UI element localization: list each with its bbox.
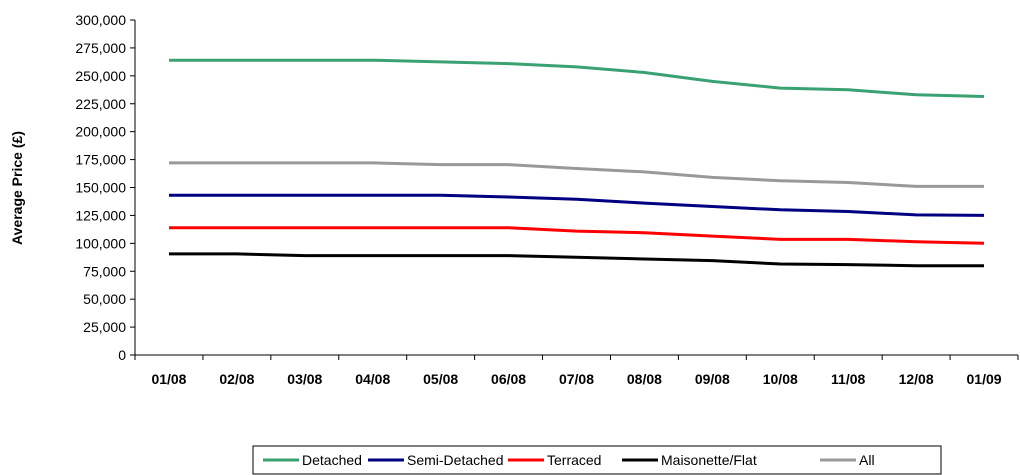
x-tick-label: 01/08 [151,371,186,387]
series-line-all [169,161,984,188]
x-tick-label: 08/08 [627,371,662,387]
y-tick-label: 125,000 [75,207,126,223]
legend-label-terraced: Terraced [547,452,601,468]
y-axis-title: Average Price (£) [9,131,25,245]
y-tick-label: 25,000 [83,319,126,335]
y-tick-label: 275,000 [75,40,126,56]
x-tick-label: 10/08 [763,371,798,387]
series-line-maisonette-flat [169,252,984,268]
series-line-terraced [169,226,985,245]
y-axis: 0 25,000 50,000 75,000 100,000 125,000 150,000… [75,12,136,363]
series-line-detached [169,58,985,98]
y-tick-label: 0 [118,347,126,363]
y-tick-label: 150,000 [75,180,126,196]
series-lines [169,58,985,268]
legend: Detached Semi-Detached Terraced Maisonette/… [252,445,942,475]
x-tick-label: 01/09 [967,371,1002,387]
x-tick-label: 03/08 [287,371,322,387]
y-tick-label: 300,000 [75,12,126,28]
x-tick-label: 02/08 [219,371,254,387]
x-tick-label: 09/08 [695,371,730,387]
legend-label-all: All [859,452,875,468]
x-tick-label: 11/08 [831,371,865,387]
x-tick-label: 05/08 [423,371,458,387]
y-tick-label: 250,000 [75,68,126,84]
x-tick-label: 06/08 [491,371,526,387]
x-tick-label: 04/08 [355,371,390,387]
y-tick-label: 100,000 [75,235,126,251]
y-tick-label: 75,000 [83,263,126,279]
legend-label-maisonette-flat: Maisonette/Flat [661,452,757,468]
y-tick-label: 200,000 [75,124,126,140]
y-tick-label: 175,000 [75,152,126,168]
legend-label-semi-detached: Semi-Detached [407,452,504,468]
y-tick-label: 50,000 [83,291,126,307]
x-tick-label: 07/08 [559,371,594,387]
x-tick-label: 12/08 [899,371,934,387]
series-line-semi-detached [169,193,985,217]
y-tick-label: 225,000 [75,96,126,112]
legend-label-detached: Detached [302,452,362,468]
x-axis: 01/08 02/08 03/08 04/08 05/08 06/08 07/08 08/08… [134,354,1019,387]
